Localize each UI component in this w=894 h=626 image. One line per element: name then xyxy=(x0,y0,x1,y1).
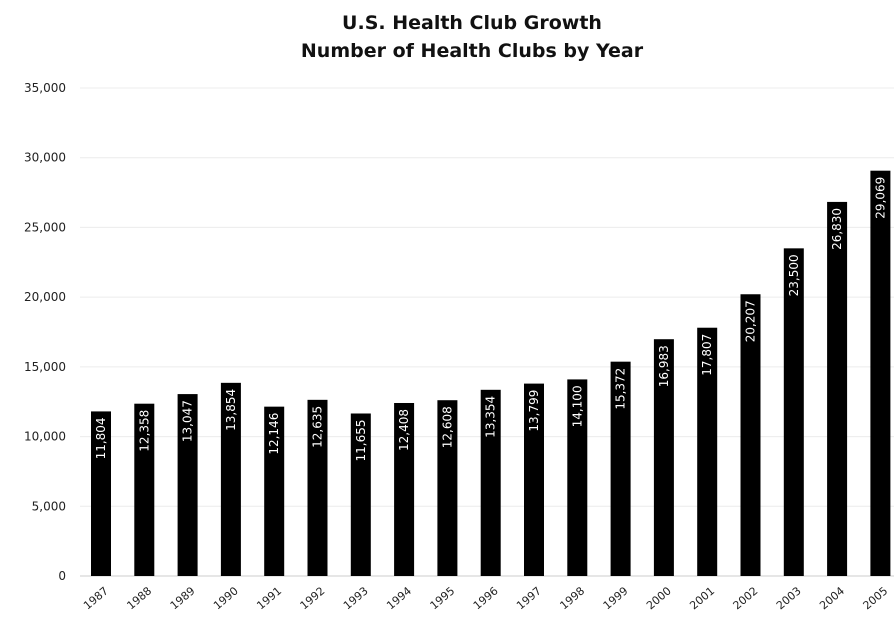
data-label-1994: 12,408 xyxy=(397,409,411,451)
y-tick-label: 5,000 xyxy=(32,499,66,513)
bar-1990 xyxy=(220,382,241,576)
bars xyxy=(91,170,891,577)
data-label-1997: 13,799 xyxy=(527,390,541,432)
x-tick-label: 2004 xyxy=(817,584,847,612)
data-label-2005: 29,069 xyxy=(873,177,887,219)
x-tick-label: 1987 xyxy=(81,584,111,612)
x-tick-label: 2002 xyxy=(731,584,761,612)
bar-2003 xyxy=(783,248,804,577)
bar-1996 xyxy=(480,389,501,576)
bar-1991 xyxy=(264,406,285,576)
x-tick-label: 1999 xyxy=(601,584,631,612)
bar-1997 xyxy=(524,383,544,576)
x-tick-label: 1990 xyxy=(211,584,241,612)
x-tick-label: 1998 xyxy=(557,584,587,612)
x-tick-label: 2000 xyxy=(644,584,674,612)
y-tick-label: 20,000 xyxy=(24,290,66,304)
bar-1988 xyxy=(134,403,155,576)
y-axis: 0 5,000 10,000 15,000 20,000 25,000 30,000 35,0… xyxy=(24,81,66,583)
y-tick-label: 10,000 xyxy=(24,430,66,444)
data-label-2000: 16,983 xyxy=(657,345,671,387)
x-tick-label: 1993 xyxy=(341,584,371,612)
data-label-1995: 12,608 xyxy=(440,406,454,448)
x-tick-label: 1994 xyxy=(384,584,414,612)
bar-2005 xyxy=(870,170,891,577)
y-tick-label: 35,000 xyxy=(24,81,66,95)
data-label-1987: 11,804 xyxy=(94,417,108,459)
bar-1989 xyxy=(177,394,198,576)
gridlines xyxy=(80,87,894,577)
bar-1992 xyxy=(307,399,328,576)
x-tick-label: 2001 xyxy=(687,584,717,612)
y-tick-label: 25,000 xyxy=(24,220,66,234)
x-tick-label: 2003 xyxy=(774,584,804,612)
bar-1987 xyxy=(91,411,111,576)
data-labels: 11,804 12,358 13,047 13,854 12,146 12,635 11,6… xyxy=(94,177,887,462)
bar-1999 xyxy=(610,361,631,576)
x-axis: 1987 1988 1989 1990 1991 1992 1993 1994 1995 1996… xyxy=(81,584,890,612)
bar-1994 xyxy=(394,402,415,576)
bar-2004 xyxy=(827,201,848,576)
data-label-1991: 12,146 xyxy=(267,413,281,455)
data-label-2001: 17,807 xyxy=(700,334,714,376)
data-label-1993: 11,655 xyxy=(354,419,368,461)
data-label-1992: 12,635 xyxy=(311,406,325,448)
bar-2002 xyxy=(740,294,761,576)
data-label-1989: 13,047 xyxy=(181,400,195,442)
data-label-1990: 13,854 xyxy=(224,389,238,431)
x-tick-label: 1989 xyxy=(168,584,198,612)
bar-1998 xyxy=(567,379,588,576)
y-tick-label: 15,000 xyxy=(24,360,66,374)
data-label-2004: 26,830 xyxy=(830,208,844,250)
data-label-2002: 20,207 xyxy=(744,300,758,342)
data-label-1996: 13,354 xyxy=(484,396,498,438)
x-tick-label: 1997 xyxy=(514,584,544,612)
x-tick-label: 1996 xyxy=(471,584,501,612)
y-tick-label: 30,000 xyxy=(24,151,66,165)
chart-title: U.S. Health Club Growth xyxy=(342,12,602,34)
data-label-1988: 12,358 xyxy=(137,410,151,452)
data-label-1998: 14,100 xyxy=(570,385,584,427)
data-label-1999: 15,372 xyxy=(614,368,628,410)
x-tick-label: 1992 xyxy=(298,584,328,612)
y-tick-label: 0 xyxy=(58,569,66,583)
x-tick-label: 2005 xyxy=(861,584,891,612)
bar-2001 xyxy=(697,327,718,576)
x-tick-label: 1988 xyxy=(124,584,154,612)
x-tick-label: 1991 xyxy=(254,584,284,612)
x-tick-label: 1995 xyxy=(428,584,458,612)
chart-subtitle: Number of Health Clubs by Year xyxy=(301,40,644,62)
data-label-2003: 23,500 xyxy=(787,254,801,296)
bar-1995 xyxy=(437,400,458,576)
bar-2000 xyxy=(653,339,674,576)
bar-1993 xyxy=(350,413,371,576)
